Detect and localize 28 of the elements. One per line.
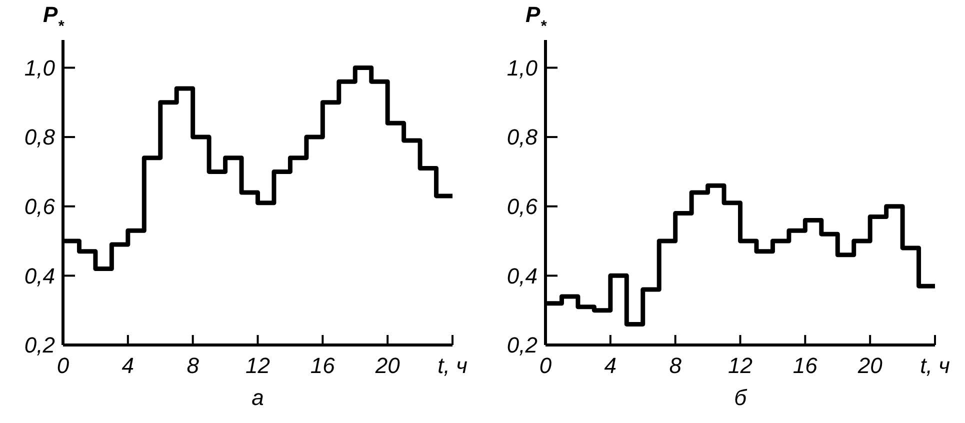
y-axis-title: P$_{*}$ [526, 2, 548, 34]
x-axis-title: а [252, 385, 264, 410]
x-tick-label: 4 [122, 353, 134, 378]
x-axis-title: б [734, 385, 748, 410]
x-tick-label: 8 [186, 353, 200, 378]
x-tick-label: 0 [56, 353, 70, 378]
y-tick-label: 1,0 [24, 55, 56, 80]
x-tick-label: 20 [374, 353, 401, 378]
x-tick-label: 16 [310, 353, 336, 378]
x-tick-label: t, ч [920, 353, 950, 378]
x-tick-label: 4 [604, 353, 617, 378]
y-tick-label: 1,0 [506, 55, 538, 80]
y-tick-label: 0,6 [24, 194, 56, 220]
y-tick-label: 0,2 [506, 332, 538, 358]
x-tick-label: 8 [669, 353, 682, 378]
y-tick-label: 0,2 [24, 332, 55, 358]
y-tick-label: 0,6 [506, 194, 538, 220]
x-tick-label: 12 [728, 353, 752, 378]
y-tick-label: 0,4 [506, 263, 538, 288]
y-tick-label: 0,8 [506, 124, 538, 150]
x-tick-label: 20 [856, 353, 884, 378]
x-tick-label: t, ч [438, 353, 468, 378]
y-tick-label: 0,8 [24, 124, 56, 150]
x-tick-label: 0 [539, 353, 552, 378]
x-tick-label: 12 [246, 353, 270, 378]
y-tick-label: 0,4 [24, 263, 55, 288]
y-axis-title: P$_{*}$ [43, 2, 65, 34]
x-tick-label: 16 [792, 353, 818, 378]
